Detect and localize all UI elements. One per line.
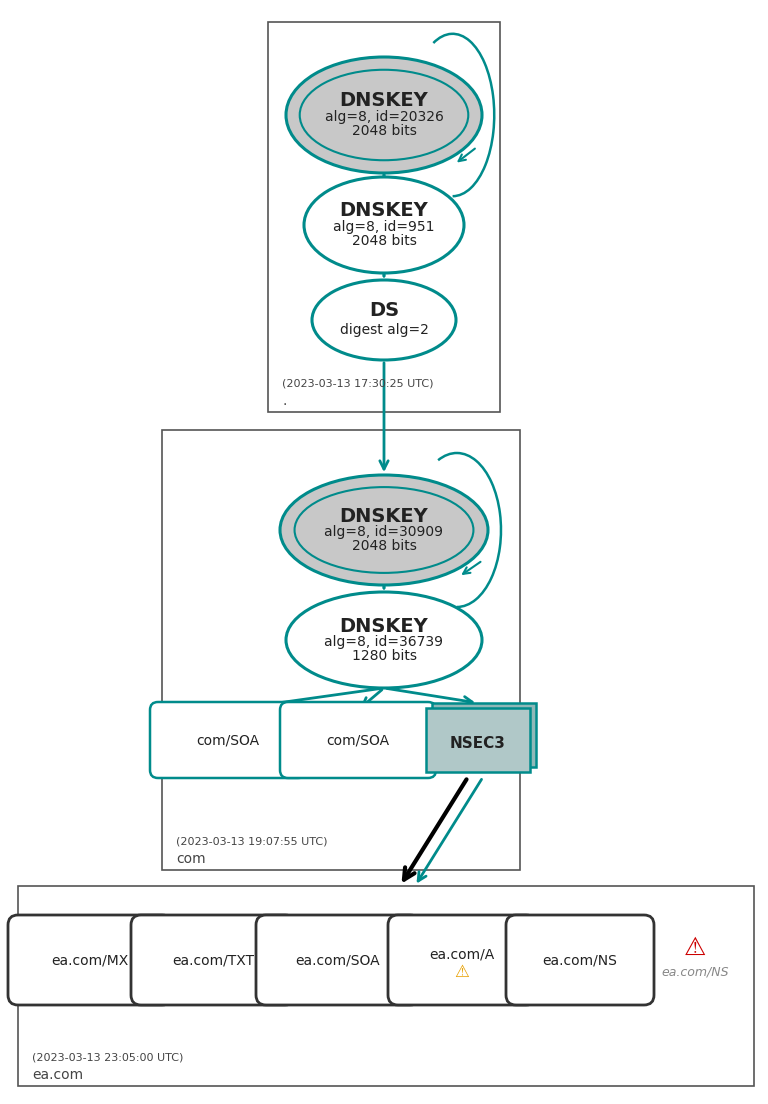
Text: ea.com/SOA: ea.com/SOA	[296, 953, 380, 967]
Text: 2048 bits: 2048 bits	[352, 124, 416, 138]
Text: DNSKEY: DNSKEY	[339, 202, 429, 221]
Ellipse shape	[286, 57, 482, 173]
Text: alg=8, id=951: alg=8, id=951	[333, 220, 435, 234]
Bar	[268, 22, 500, 412]
Text: DNSKEY: DNSKEY	[339, 507, 429, 526]
Bar	[18, 887, 754, 1086]
Text: 2048 bits: 2048 bits	[352, 539, 416, 553]
Text: alg=8, id=20326: alg=8, id=20326	[325, 110, 443, 124]
Text: ea.com/A: ea.com/A	[429, 947, 495, 960]
Bar	[162, 429, 520, 870]
Text: (2023-03-13 17:30:25 UTC): (2023-03-13 17:30:25 UTC)	[282, 379, 433, 389]
Text: DNSKEY: DNSKEY	[339, 616, 429, 636]
Text: digest alg=2: digest alg=2	[339, 323, 429, 337]
Text: ⚠: ⚠	[684, 936, 707, 960]
FancyBboxPatch shape	[280, 702, 436, 778]
Text: ea.com/MX: ea.com/MX	[51, 953, 128, 967]
Text: ea.com/NS: ea.com/NS	[542, 953, 617, 967]
Text: com: com	[176, 852, 206, 866]
Text: ea.com/TXT: ea.com/TXT	[172, 953, 254, 967]
Text: ⚠: ⚠	[455, 963, 469, 981]
Text: (2023-03-13 23:05:00 UTC): (2023-03-13 23:05:00 UTC)	[32, 1053, 184, 1063]
Text: ea.com: ea.com	[32, 1068, 83, 1082]
FancyBboxPatch shape	[256, 915, 420, 1005]
Text: alg=8, id=30909: alg=8, id=30909	[325, 526, 443, 539]
Bar	[426, 708, 530, 772]
Text: .: .	[282, 394, 286, 408]
Text: com/SOA: com/SOA	[326, 733, 389, 747]
FancyBboxPatch shape	[8, 915, 172, 1005]
Text: DNSKEY: DNSKEY	[339, 92, 429, 110]
Ellipse shape	[286, 592, 482, 688]
Text: 1280 bits: 1280 bits	[352, 649, 416, 664]
Text: alg=8, id=36739: alg=8, id=36739	[325, 635, 443, 649]
Text: DS: DS	[369, 300, 399, 319]
Text: (2023-03-13 19:07:55 UTC): (2023-03-13 19:07:55 UTC)	[176, 837, 327, 847]
Ellipse shape	[304, 177, 464, 273]
Text: com/SOA: com/SOA	[197, 733, 260, 747]
FancyBboxPatch shape	[388, 915, 536, 1005]
Text: ea.com/NS: ea.com/NS	[661, 966, 729, 978]
FancyBboxPatch shape	[506, 915, 654, 1005]
Text: 2048 bits: 2048 bits	[352, 234, 416, 248]
FancyBboxPatch shape	[150, 702, 306, 778]
FancyBboxPatch shape	[131, 915, 295, 1005]
Ellipse shape	[312, 280, 456, 360]
Ellipse shape	[280, 475, 488, 585]
Bar	[432, 703, 536, 767]
Text: NSEC3: NSEC3	[450, 735, 506, 751]
